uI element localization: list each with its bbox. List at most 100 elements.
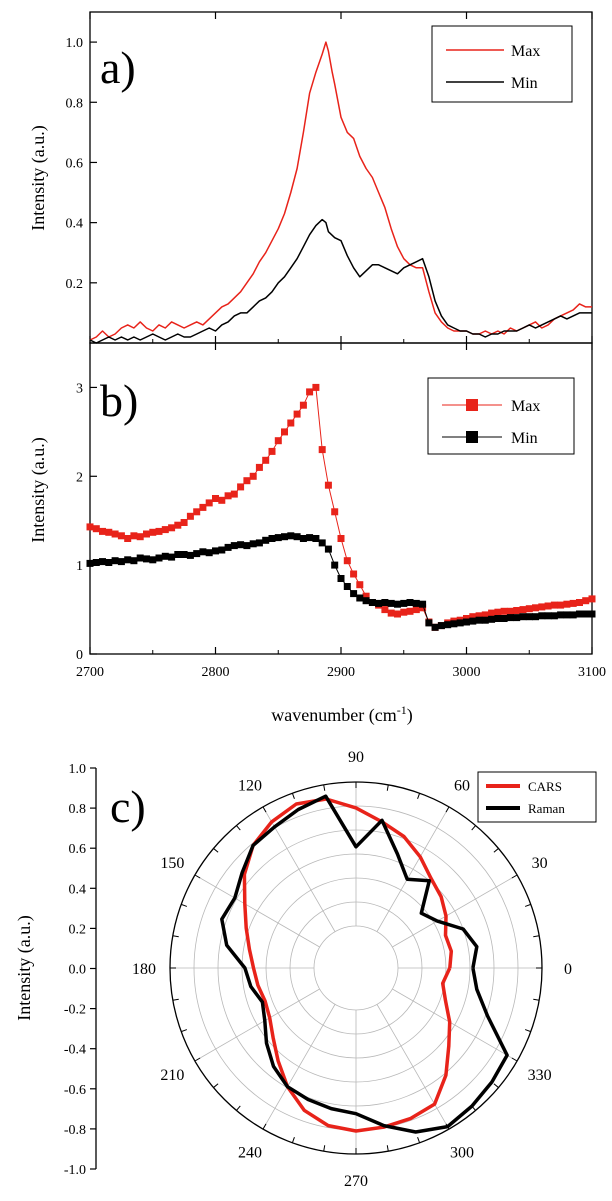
b-series-max-point xyxy=(557,601,565,609)
panel-b-legend-max-label: Max xyxy=(511,398,540,415)
b-series-max-point xyxy=(412,606,420,614)
b-series-min-point xyxy=(111,557,119,565)
b-series-max-point xyxy=(105,528,113,536)
b-series-min-point xyxy=(205,549,213,557)
b-series-max-point xyxy=(394,610,401,618)
b-series-min-point xyxy=(494,615,502,622)
panel-c-outer-tick xyxy=(386,1145,389,1152)
b-series-min-point xyxy=(105,559,113,566)
panel-c-outer-tick xyxy=(417,793,421,800)
b-series-min-point xyxy=(130,557,138,565)
b-series-max-point xyxy=(155,527,163,535)
panel-c-angle-label: 90 xyxy=(348,749,364,766)
b-series-min-point xyxy=(268,535,276,542)
panel-c-legend-cars-label: CARS xyxy=(528,779,562,794)
b-series-min-point xyxy=(544,612,552,620)
b-series-min-point xyxy=(287,532,295,540)
b-series-min-point xyxy=(368,599,376,606)
b-series-max-point xyxy=(299,401,307,409)
b-series-min-point xyxy=(532,613,539,621)
b-series-min-point xyxy=(337,575,345,582)
b-series-max-point xyxy=(481,611,489,619)
panel-c-legend-box xyxy=(477,771,597,823)
panel-c-outer-tick xyxy=(511,1057,518,1062)
panel-c-grid-spoke xyxy=(194,874,320,948)
b-series-max-point xyxy=(400,608,408,616)
b-series-min-point xyxy=(218,546,226,554)
b-series-max-point xyxy=(324,481,332,489)
panel-c-y-tick-label: 0.2 xyxy=(69,922,87,937)
panel-c-outer-tick xyxy=(194,874,201,879)
b-series-min-point xyxy=(274,534,282,542)
b-series-max-point xyxy=(582,597,590,605)
b-x-tick-label: 2800 xyxy=(202,665,230,680)
panel-c-outer-tick xyxy=(511,874,518,879)
panel-c-y-tick-label: -0.2 xyxy=(64,1003,86,1018)
b-y-tick-label: 0 xyxy=(76,648,83,663)
b-series-min-point xyxy=(576,610,583,618)
b-y-tick-label: 1 xyxy=(76,559,83,574)
panel-c-outer-tick xyxy=(172,935,179,938)
panel-c-y-axis-title: Intensity (a.u.) xyxy=(14,915,35,1020)
panel-c-y-tick-label: 0.8 xyxy=(69,802,87,817)
b-series-max-point xyxy=(469,613,477,621)
b-series-min-point xyxy=(362,597,370,605)
b-series-min-point xyxy=(124,556,132,564)
b-series-min-point xyxy=(99,558,106,566)
panel-c-angle-label: 150 xyxy=(160,855,184,872)
panel-c-y-tick-label: 1.0 xyxy=(69,762,87,777)
b-x-tick-label: 3100 xyxy=(578,665,606,680)
a-y-tick-label: 0.6 xyxy=(66,156,84,171)
b-series-min-point xyxy=(550,612,558,620)
panel-b-legend-min-label: Min xyxy=(511,430,538,447)
panel-c-outer-tick xyxy=(194,1057,201,1062)
panel-c-outer-tick xyxy=(236,1105,241,1111)
b-series-min-point xyxy=(193,550,201,558)
b-series-min-point xyxy=(375,599,383,607)
panel-c-y-tick-label: 0.6 xyxy=(69,842,87,857)
panel-c-outer-tick xyxy=(524,903,531,907)
b-series-min-point xyxy=(469,617,477,625)
b-series-max-point xyxy=(513,607,521,614)
b-series-max-point xyxy=(143,530,150,538)
b-series-max-point xyxy=(274,437,282,445)
panel-c-angle-label: 300 xyxy=(450,1145,474,1162)
panel-c-outer-tick xyxy=(471,825,476,831)
b-series-min-point xyxy=(180,551,188,558)
panel-b-legend-min-marker xyxy=(466,431,478,443)
b-series-max-point xyxy=(306,388,314,396)
b-series-max-point xyxy=(494,608,502,616)
a-y-tick-label: 0.2 xyxy=(66,277,84,292)
b-series-max-point xyxy=(249,472,257,480)
b-series-min-point xyxy=(444,621,452,629)
b-series-min-point xyxy=(136,554,144,562)
b-series-max-point xyxy=(406,607,414,615)
b-series-max-point xyxy=(506,607,514,615)
panel-b-legend-box xyxy=(427,377,575,455)
panel-c-angle-label: 180 xyxy=(132,961,156,978)
panel-c-legend: CARS Raman xyxy=(477,771,597,823)
b-series-min-point xyxy=(312,535,320,542)
b-series-min-point xyxy=(456,619,464,627)
panel-c-angle-label: 240 xyxy=(238,1145,262,1162)
panel-c-y-ticks: 1.0 0.8 0.6 0.4 0.2 0.0 -0.2 -0.4 -0.6 -0.8 -1.0 xyxy=(64,762,96,1178)
b-series-min-point xyxy=(557,611,565,619)
panel-c-angle-labels: 0 30 60 90 120 150 180 210 240 270 300 330 xyxy=(132,749,572,1190)
b-series-min-point xyxy=(538,612,546,620)
b-series-min-point xyxy=(506,614,514,622)
b-series-min-point xyxy=(582,610,590,618)
b-series-min-point xyxy=(425,619,433,627)
b-series-max-point xyxy=(387,609,395,617)
panel-b-letter: b) xyxy=(100,375,138,426)
x-axis-title-close: ) xyxy=(407,705,413,726)
b-series-max-point xyxy=(350,570,358,578)
b-series-max-point xyxy=(337,535,345,542)
x-axis-title-superscript: -1 xyxy=(397,703,407,717)
panel-c-y-tick-label: 0.0 xyxy=(69,963,87,978)
panel-c-outer-tick xyxy=(213,848,219,853)
panel-c-outer-tick xyxy=(524,1029,531,1033)
b-series-max-point xyxy=(262,456,270,464)
b-series-max-point xyxy=(576,599,583,606)
b-series-max-point xyxy=(538,603,546,611)
panel-c-grid-spoke xyxy=(262,1004,336,1130)
